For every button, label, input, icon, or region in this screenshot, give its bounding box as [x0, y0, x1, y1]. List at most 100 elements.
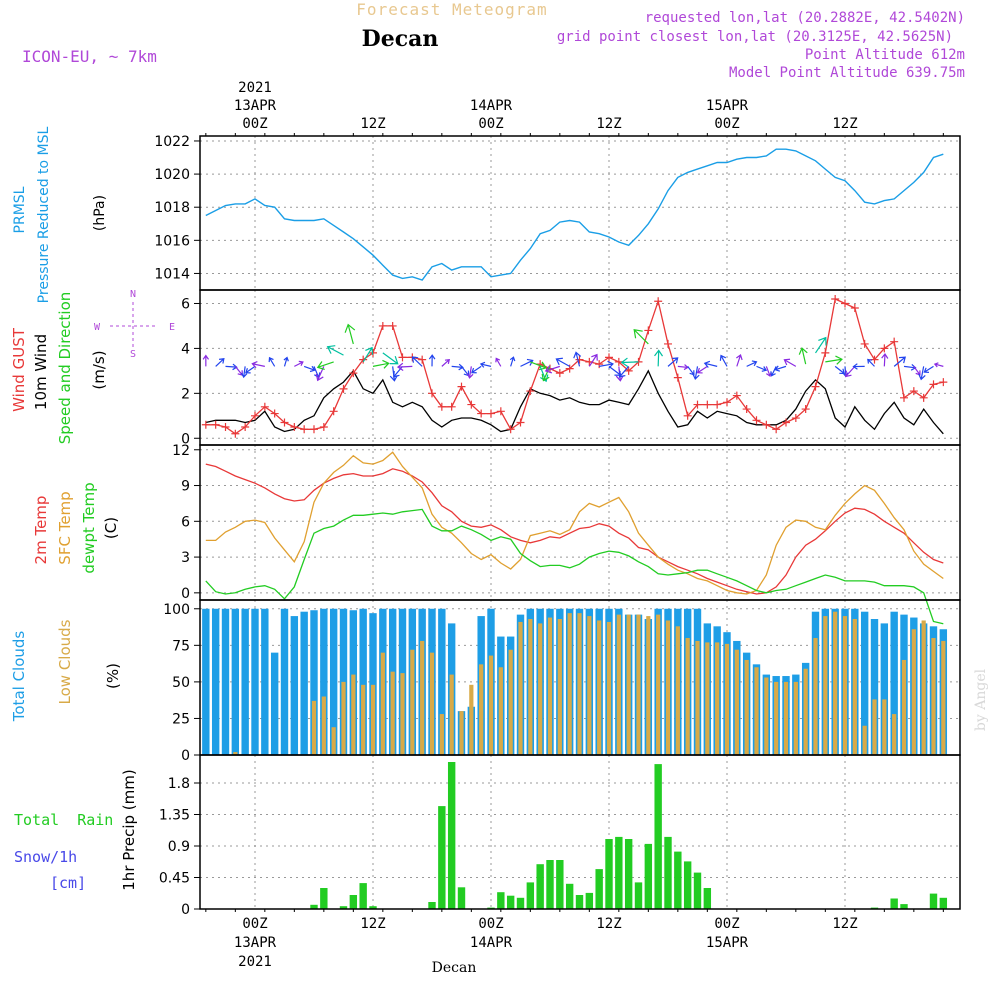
- pressure-frame: [199, 135, 961, 291]
- pressure-labels: PRMSL Pressure Reduced to MSL (hPa): [12, 126, 108, 303]
- time-label-bottom: 12Z: [360, 916, 385, 932]
- gust-marker: [919, 393, 928, 402]
- precip-bar: [654, 764, 662, 909]
- wind-arrow: [703, 360, 718, 368]
- gust-marker: [909, 387, 918, 396]
- precip-bar: [339, 906, 348, 909]
- y-tick-label: 0.9: [168, 839, 190, 855]
- compass-n: N: [130, 289, 136, 300]
- low-cloud-bar: [361, 684, 366, 755]
- low-cloud-bar: [872, 699, 877, 755]
- wind-arrow: [316, 361, 334, 370]
- wind-arrow: [770, 366, 777, 377]
- y-axis-labels: 1014101610181020102202460369120255075100…: [154, 134, 190, 918]
- temperature-panel: [205, 451, 944, 625]
- low-cloud-bar: [764, 677, 769, 755]
- model-altitude: Model Point Altitude 639.75m: [729, 65, 965, 81]
- wind-arrow: [933, 362, 944, 368]
- wind-arrow: [913, 366, 921, 376]
- gust-marker: [732, 391, 741, 400]
- precip-bar: [693, 872, 702, 909]
- low-cloud-bar: [420, 640, 425, 755]
- gust-marker: [673, 373, 682, 382]
- gust-marker: [398, 353, 407, 362]
- wind-arrow: [303, 365, 316, 373]
- low-cloud-bar: [734, 649, 739, 755]
- time-label-bottom: 13APR: [234, 935, 277, 951]
- gust-marker: [801, 405, 810, 414]
- gust-marker: [683, 411, 692, 420]
- y-tick-label: 25: [172, 711, 190, 727]
- gust-marker: [791, 414, 800, 423]
- total-cloud-bar: [261, 608, 269, 755]
- precip-bar: [438, 806, 446, 909]
- wind-gust-label: Wind GUST: [10, 327, 28, 412]
- total-cloud-bar: [438, 608, 446, 755]
- wind-arrow: [344, 323, 356, 345]
- low-cloud-bar: [911, 629, 916, 755]
- temp-labels: 2m Temp SFC Temp dewpt Temp (C): [32, 482, 120, 573]
- wind-arrow: [268, 356, 276, 367]
- gust-marker: [290, 423, 299, 432]
- low-cloud-bar: [646, 616, 651, 755]
- gust-marker: [772, 425, 781, 434]
- gust-marker: [811, 382, 820, 391]
- low-cloud-bar: [803, 668, 808, 755]
- y-tick-label: 0: [181, 902, 190, 918]
- gust-marker: [329, 407, 338, 416]
- precip-bar: [447, 762, 456, 909]
- low-cloud-bar: [518, 621, 523, 755]
- low-cloud-bar: [656, 614, 661, 755]
- wind-arrow: [918, 366, 926, 381]
- low-cloud-bar: [341, 681, 346, 755]
- gust-marker: [850, 303, 859, 312]
- wind-arrow: [633, 329, 649, 345]
- low-cloud-bar: [793, 681, 798, 755]
- gust-marker: [369, 348, 377, 357]
- wind-arrow: [240, 366, 248, 379]
- total-cloud-bar: [369, 613, 377, 755]
- temp-sfc-label: SFC Temp: [56, 491, 74, 564]
- low-cloud-bar: [390, 671, 395, 755]
- cloud-unit: (%): [104, 663, 122, 689]
- low-cloud-bar: [695, 640, 700, 755]
- low-cloud-bar: [862, 725, 867, 755]
- time-label-top: 12Z: [832, 116, 857, 132]
- low-cloud-bar: [479, 664, 484, 755]
- gust-marker: [762, 420, 771, 429]
- wind-10m-label: 10m Wind: [32, 334, 50, 410]
- compass-s: S: [130, 349, 136, 360]
- low-cloud-bar: [606, 621, 612, 755]
- precip-bar: [320, 888, 328, 909]
- precip-bar: [536, 864, 544, 909]
- compass-rose: N S W E: [94, 289, 175, 360]
- time-label-top: 00Z: [478, 116, 503, 132]
- requested-coords: requested lon,lat (20.2882E, 42.5402N): [645, 10, 965, 26]
- low-cloud-bar: [321, 696, 326, 755]
- low-cloud-bar: [842, 616, 848, 755]
- precip-bar: [457, 887, 466, 909]
- precip-bar: [428, 902, 436, 909]
- gust-marker: [624, 366, 633, 375]
- low-cloud-bar: [823, 616, 828, 755]
- low-cloud-bar: [597, 620, 602, 755]
- total-cloud-bar: [202, 608, 210, 755]
- temp-2m-line: [205, 463, 944, 595]
- time-axis: 2021 13APR 00Z 12Z 14APR 00Z 12Z 15APR 00Z 12Z 00Z…: [205, 80, 944, 970]
- wind-arrow: [620, 357, 639, 367]
- wind-arrow: [736, 353, 743, 367]
- precip-bar: [565, 883, 574, 909]
- wind-arrow: [428, 354, 436, 367]
- gust-marker: [526, 387, 535, 396]
- wind-arrow: [923, 365, 934, 373]
- low-cloud-bar: [715, 642, 720, 755]
- gust-marker: [477, 409, 486, 418]
- temp-frame: [199, 444, 961, 601]
- gust-marker: [378, 321, 387, 330]
- compass-w: W: [94, 322, 101, 333]
- gust-marker: [605, 353, 613, 362]
- low-cloud-bar: [380, 652, 385, 755]
- precip-bar: [516, 897, 525, 909]
- gust-marker: [270, 409, 279, 418]
- wind-arrow: [834, 365, 846, 375]
